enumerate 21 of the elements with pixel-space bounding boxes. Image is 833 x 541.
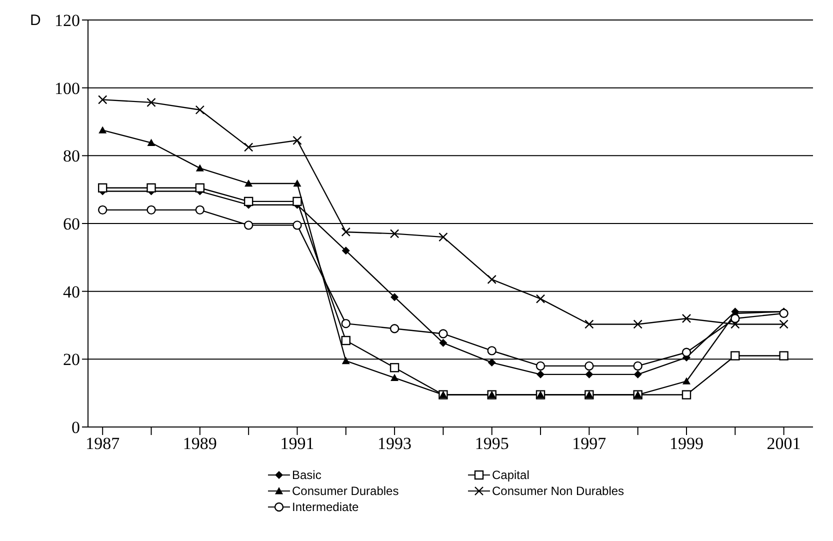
x-tick-label: 2001 [766, 434, 801, 454]
legend-label: Intermediate [292, 500, 359, 514]
x-tick-label: 1995 [474, 434, 509, 454]
x-tick-label: 1987 [86, 434, 120, 454]
legend-label: Basic [292, 468, 322, 482]
legend-label: Capital [492, 468, 530, 482]
legend-label: Consumer Non Durables [492, 484, 624, 498]
x-tick-label: 1997 [572, 434, 607, 454]
x-tick-label: 1991 [280, 434, 314, 454]
y-tick-label: 0 [72, 418, 80, 438]
legend-label: Consumer Durables [292, 484, 399, 498]
x-tick-label: 1993 [378, 434, 412, 454]
x-tick-label: 1999 [669, 434, 704, 454]
y-tick-label: 40 [63, 282, 80, 302]
y-tick-label: 80 [63, 146, 80, 166]
text: D [30, 12, 41, 29]
x-tick-label: 1989 [182, 434, 217, 454]
y-tick-label: 120 [54, 11, 80, 30]
y-tick-label: 20 [63, 350, 80, 370]
y-tick-label: 100 [54, 78, 80, 98]
y-tick-label: 60 [63, 214, 80, 234]
